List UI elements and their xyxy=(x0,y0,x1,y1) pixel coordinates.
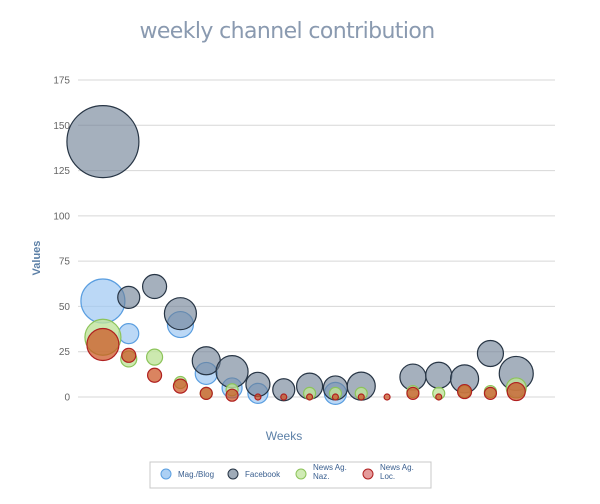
legend-item: News Ag. Loc. xyxy=(362,463,414,481)
y-tick-label: 75 xyxy=(59,257,71,268)
x-axis-label: Weeks xyxy=(266,429,302,443)
bubble xyxy=(245,371,271,397)
bubble xyxy=(163,297,198,331)
y-tick-label: 175 xyxy=(53,76,70,87)
bubble xyxy=(331,393,340,401)
bubble xyxy=(406,386,420,400)
bubble xyxy=(86,327,120,362)
legend-label-line: News Ag. xyxy=(380,463,414,472)
y-tick-label: 0 xyxy=(64,393,70,404)
bubble xyxy=(145,348,164,366)
bubble xyxy=(199,386,213,400)
legend-label: News Ag. Loc. xyxy=(380,463,414,481)
bubble xyxy=(357,393,365,401)
bubble xyxy=(476,339,505,368)
series-3 xyxy=(86,327,526,402)
bubbles xyxy=(66,104,534,405)
bubble xyxy=(483,386,498,400)
legend-label-line: Naz. xyxy=(313,472,329,481)
legend-swatch xyxy=(160,468,172,480)
y-axis-label: Values xyxy=(31,241,43,276)
legend-swatch xyxy=(227,468,239,480)
bubble xyxy=(425,361,453,389)
bubble xyxy=(172,378,189,394)
y-tick-label: 25 xyxy=(59,347,71,358)
legend-swatch xyxy=(362,468,374,480)
bubble xyxy=(225,388,239,402)
chart-title: weekly channel contribution xyxy=(139,19,434,44)
legend-label-line: Loc. xyxy=(380,472,395,481)
y-axis-ticks: 0 25 50 75 100 125 150 175 xyxy=(53,76,70,404)
bubble xyxy=(117,285,141,309)
bubble xyxy=(506,381,526,402)
legend-label-line: News Ag. xyxy=(313,463,347,472)
bubble xyxy=(121,347,137,363)
bubble xyxy=(118,323,140,345)
y-tick-label: 50 xyxy=(59,302,71,313)
bubble xyxy=(215,355,249,389)
bubble xyxy=(254,393,262,401)
legend-label-line: Mag./Blog xyxy=(178,470,214,479)
legend-item: News Ag. Naz. xyxy=(295,463,347,481)
bubble xyxy=(435,393,443,401)
legend-label: Mag./Blog xyxy=(178,470,214,479)
legend-box xyxy=(149,461,432,489)
y-tick-label: 100 xyxy=(53,211,70,222)
bubble xyxy=(383,393,391,401)
legend-item: Mag./Blog xyxy=(160,468,214,480)
y-tick-label: 150 xyxy=(53,121,70,132)
bubble xyxy=(305,393,314,401)
bubble xyxy=(141,273,168,300)
bubble xyxy=(66,104,140,179)
bubble xyxy=(280,393,288,401)
bubble xyxy=(456,383,473,400)
legend-swatch xyxy=(295,468,307,480)
legend-label: Facebook xyxy=(245,470,281,479)
legend-label: News Ag. Naz. xyxy=(313,463,347,481)
legend-item: Facebook xyxy=(227,468,281,480)
legend-label-line: Facebook xyxy=(245,470,281,479)
bubble xyxy=(146,367,163,383)
bubble xyxy=(272,378,296,402)
y-tick-label: 125 xyxy=(53,166,70,177)
